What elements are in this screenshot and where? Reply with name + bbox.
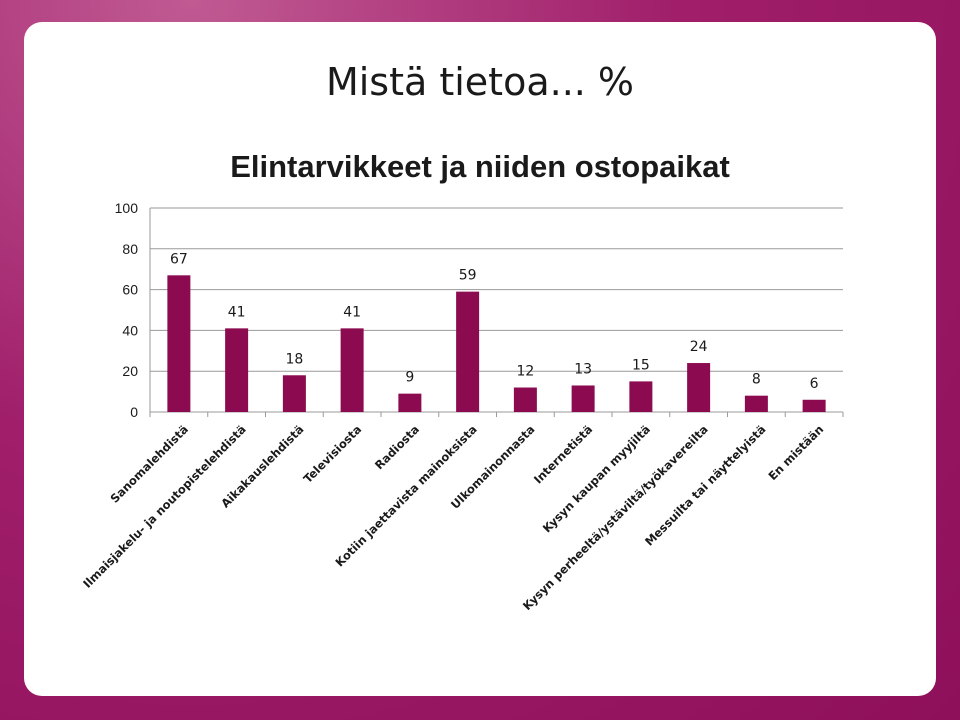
y-tick-label: 100 [115, 200, 139, 216]
data-label: 24 [690, 339, 708, 355]
slide-title: Mistä tietoa... % [325, 60, 635, 104]
data-label: 67 [170, 251, 188, 267]
bar [687, 363, 711, 412]
data-label: 15 [632, 357, 650, 373]
data-label: 41 [228, 304, 246, 320]
y-tick-label: 40 [122, 322, 138, 338]
data-label: 59 [459, 268, 477, 284]
y-tick-label: 80 [122, 241, 138, 257]
category-label: Televisiosta [301, 422, 365, 486]
bars [167, 275, 826, 412]
data-label: 8 [752, 372, 761, 388]
bar [456, 291, 480, 412]
data-label: 41 [343, 304, 361, 320]
chart-title: Elintarvikkeet ja niiden ostopaikat [230, 149, 730, 184]
y-tick-label: 0 [130, 404, 138, 420]
data-label: 18 [285, 351, 303, 367]
data-label: 13 [574, 361, 592, 377]
axes [149, 208, 844, 417]
bar [802, 399, 826, 412]
bar [282, 375, 306, 412]
labels: 02040608010067Sanomalehdistä41Ilmaisjake… [80, 200, 826, 613]
category-label: Radiosta [372, 422, 422, 472]
category-label: Kysyn kaupan myyjiltä [540, 422, 653, 535]
category-label: En mistään [765, 422, 826, 483]
grid-lines [150, 207, 843, 413]
category-label: Messuilta tai näyttelyistä [642, 422, 768, 548]
data-label: 6 [810, 376, 819, 392]
bar [744, 395, 768, 412]
y-tick-label: 20 [122, 363, 138, 379]
bar [398, 393, 422, 412]
bar [340, 328, 364, 412]
bar [167, 275, 191, 412]
bar [629, 381, 653, 412]
data-label: 12 [516, 364, 534, 380]
data-label: 9 [405, 370, 414, 386]
y-tick-label: 60 [122, 282, 138, 298]
bar [225, 328, 249, 412]
bar [571, 385, 595, 412]
category-label: Internetistä [531, 422, 595, 486]
bar [513, 387, 537, 412]
